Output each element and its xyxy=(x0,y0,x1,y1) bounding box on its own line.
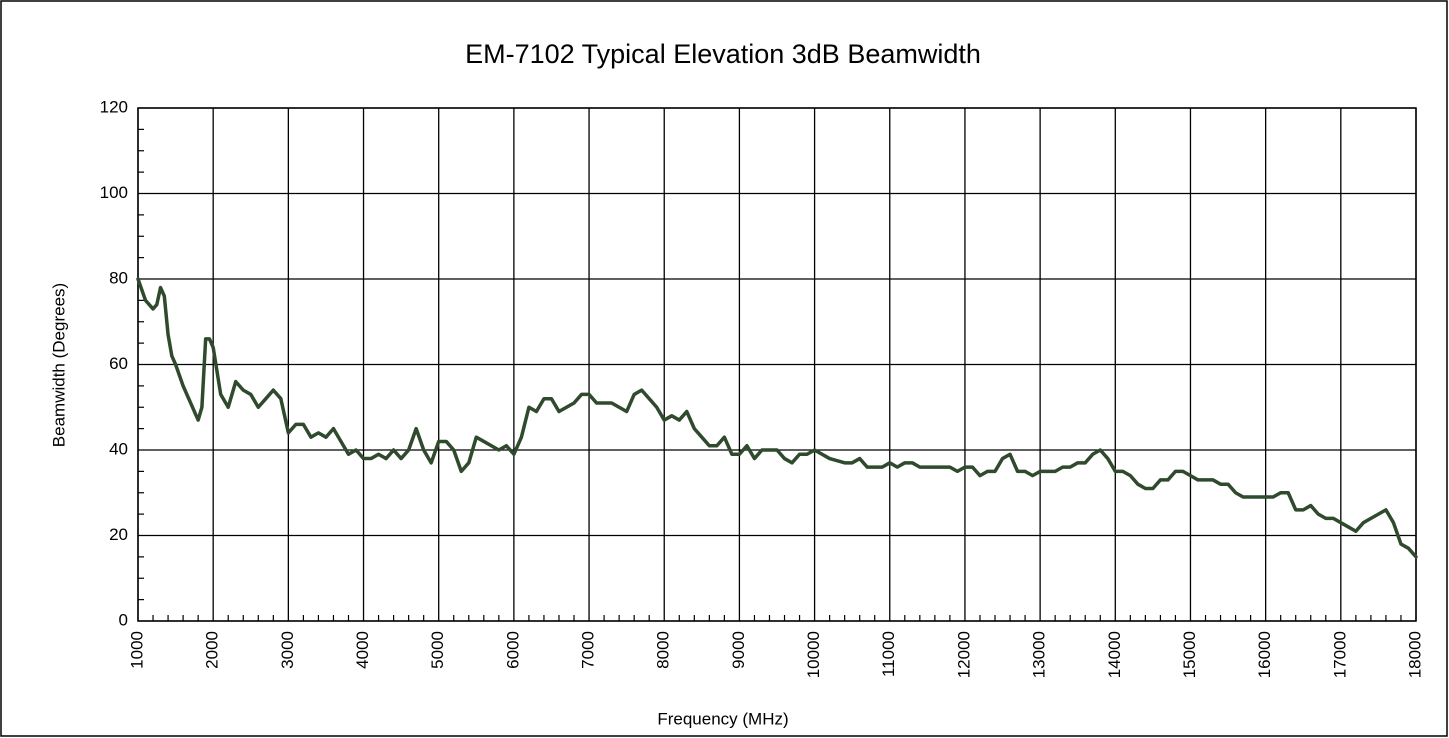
x-tick-label: 16000 xyxy=(1255,631,1274,678)
x-tick-label: 9000 xyxy=(729,631,748,669)
x-tick-label: 5000 xyxy=(428,631,447,669)
x-tick-label: 8000 xyxy=(654,631,673,669)
y-tick-label: 20 xyxy=(109,525,128,544)
x-axis-label: Frequency (MHz) xyxy=(657,709,788,728)
x-tick-label: 12000 xyxy=(954,631,973,678)
x-tick-label: 7000 xyxy=(579,631,598,669)
y-axis-label: Beamwidth (Degrees) xyxy=(49,283,68,447)
y-tick-label: 0 xyxy=(119,610,128,629)
y-tick-label: 80 xyxy=(109,268,128,287)
x-tick-label: 13000 xyxy=(1030,631,1049,678)
x-tick-label: 10000 xyxy=(804,631,823,678)
x-tick-label: 17000 xyxy=(1330,631,1349,678)
y-tick-label: 40 xyxy=(109,439,128,458)
x-tick-label: 11000 xyxy=(879,631,898,677)
plot-frame xyxy=(137,107,1417,622)
x-tick-label: 3000 xyxy=(278,631,297,669)
x-tick-label: 18000 xyxy=(1405,631,1424,678)
x-tick-label: 6000 xyxy=(503,631,522,669)
chart-title: EM-7102 Typical Elevation 3dB Beamwidth xyxy=(465,39,981,69)
y-tick-label: 120 xyxy=(100,97,128,116)
y-tick-label: 100 xyxy=(100,183,128,202)
x-tick-label: 15000 xyxy=(1180,631,1199,678)
x-tick-label: 2000 xyxy=(203,631,222,669)
x-tick-label: 4000 xyxy=(353,631,372,669)
x-tick-label: 14000 xyxy=(1105,631,1124,678)
data-line xyxy=(136,277,1418,559)
x-tick-label: 1000 xyxy=(127,631,146,669)
y-tick-label: 60 xyxy=(109,354,128,373)
